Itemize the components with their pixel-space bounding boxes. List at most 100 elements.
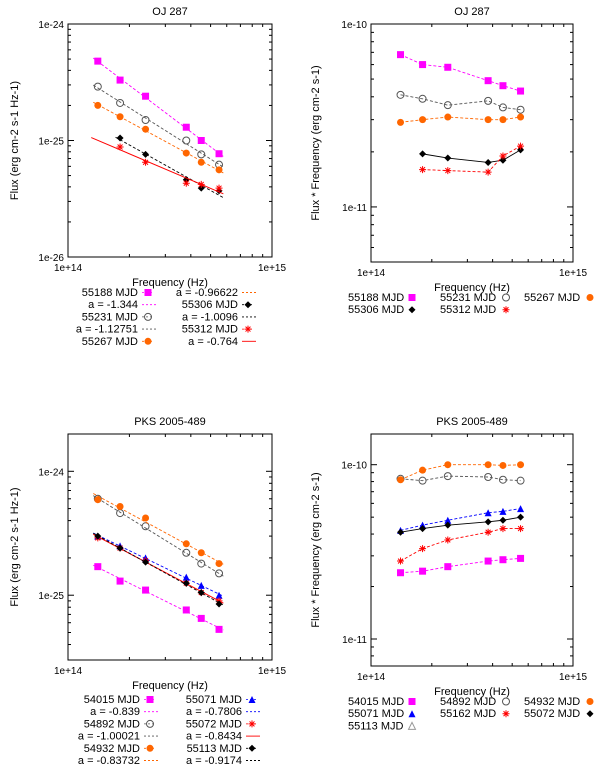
data-point: [516, 105, 525, 114]
data-point: [499, 461, 507, 469]
data-point: [142, 558, 150, 566]
data-point: [499, 116, 507, 124]
data-point: [484, 96, 493, 105]
plot-area: [396, 461, 525, 577]
legend-label: 55312 MJD: [440, 304, 496, 316]
data-point: [182, 579, 190, 587]
data-point: [444, 167, 452, 175]
data-point: [197, 150, 206, 159]
legend-label: 55072 MJD: [524, 708, 580, 720]
legend-marker: [408, 306, 416, 314]
plot-frame: [370, 433, 574, 667]
data-point: [517, 525, 525, 533]
y-tick-label: 1e-25: [38, 137, 64, 148]
data-point: [215, 625, 223, 633]
data-point: [419, 116, 427, 124]
data-point: [517, 554, 525, 562]
legend-label: 55162 MJD: [440, 708, 496, 720]
data-point: [397, 51, 405, 59]
legend-marker: [502, 293, 510, 302]
data-point: [517, 513, 525, 521]
legend-marker: [502, 697, 510, 706]
legend-marker: [586, 698, 594, 705]
data-point: [397, 528, 405, 536]
y-tick-label: 1e-11: [342, 203, 367, 214]
data-point: [484, 168, 492, 176]
data-point: [418, 476, 427, 485]
legend-fit-label: a = -0.7806: [186, 706, 242, 718]
data-point: [484, 461, 492, 469]
legend-label: 55113 MJD: [187, 743, 242, 755]
data-point: [116, 113, 124, 121]
plot-area: [91, 57, 224, 199]
legend-label: 55267 MJD: [524, 292, 580, 304]
plot-area: [396, 51, 525, 176]
x-tick-label: 1e+15: [559, 268, 588, 279]
data-point: [498, 475, 507, 484]
data-point: [397, 118, 405, 126]
data-point: [116, 76, 124, 84]
data-point: [182, 123, 190, 131]
data-point: [444, 113, 452, 121]
data-point: [197, 581, 205, 589]
legend-fit-label: a = -0.8434: [186, 731, 242, 743]
data-point: [443, 101, 452, 110]
data-point: [499, 525, 507, 533]
chart-title: OJ 287: [152, 6, 187, 18]
data-point: [141, 115, 150, 124]
legend-label: 55231 MJD: [82, 311, 138, 323]
data-point: [116, 98, 125, 107]
data-point: [419, 166, 427, 174]
data-point: [418, 94, 427, 103]
fit-line: [93, 84, 224, 168]
legend-fit-label: a = -0.839: [90, 706, 140, 718]
fit-line: [115, 136, 224, 199]
data-point: [215, 591, 223, 599]
legend-label: 55188 MJD: [82, 287, 138, 299]
legend-fit-label: a = -1.00021: [78, 731, 140, 743]
data-point: [197, 589, 205, 597]
y-tick-label: 1e-24: [38, 467, 64, 478]
data-point: [484, 528, 492, 536]
data-point: [396, 90, 405, 99]
x-axis-label: Frequency (Hz): [434, 686, 510, 698]
data-point: [484, 77, 492, 85]
data-point: [444, 154, 452, 162]
legend-label: 54932 MJD: [524, 696, 580, 708]
legend-marker: [408, 710, 416, 718]
plot-frame: [370, 23, 574, 263]
legend-label: 55113 MJD: [348, 720, 403, 732]
fit-line: [91, 137, 224, 195]
data-point: [93, 82, 102, 91]
data-point: [484, 518, 492, 526]
plot-area: [93, 493, 224, 633]
legend-label: 55267 MJD: [82, 336, 138, 348]
legend: 54015 MJD 54892 MJD 54932 MJD 55071 MJD 5516…: [348, 696, 594, 732]
x-axis-label: Frequency (Hz): [434, 282, 510, 294]
y-axis-label: Flux (erg cm-2 s-1 Hz-1): [9, 81, 21, 200]
data-point: [517, 142, 525, 150]
x-tick-label: 1e+15: [258, 666, 287, 677]
data-point: [182, 540, 190, 548]
data-point: [197, 180, 205, 188]
legend-label: 54892 MJD: [84, 718, 140, 730]
legend-label: 54015 MJD: [348, 696, 404, 708]
data-point: [443, 472, 452, 481]
legend-label: 55312 MJD: [182, 324, 238, 336]
series-line: [400, 475, 521, 482]
legend-label: 54932 MJD: [84, 743, 140, 755]
data-point: [197, 559, 206, 568]
data-point: [215, 184, 223, 192]
plot-frame: [67, 433, 273, 661]
data-point: [444, 63, 452, 71]
legend-marker: [408, 294, 416, 301]
x-tick-label: 1e+15: [258, 263, 287, 274]
data-point: [197, 549, 205, 557]
data-point: [215, 560, 223, 568]
legend-label: 55306 MJD: [182, 299, 238, 311]
data-point: [517, 87, 525, 95]
x-axis-label: Frequency (Hz): [132, 680, 208, 692]
fit-line: [93, 532, 224, 597]
